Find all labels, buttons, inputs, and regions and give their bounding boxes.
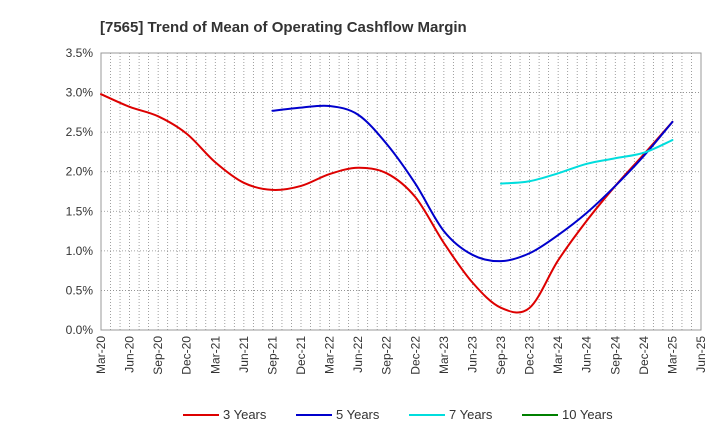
y-tick-label: 1.5%	[66, 204, 94, 218]
chart-title: [7565] Trend of Mean of Operating Cashfl…	[100, 19, 467, 36]
x-tick-label: Mar-21	[208, 336, 222, 374]
legend-label: 10 Years	[562, 407, 613, 422]
legend-label: 7 Years	[449, 407, 493, 422]
x-tick-label: Jun-21	[237, 336, 251, 373]
series-layer	[100, 93, 674, 314]
axis-layer: 0.0% 0.5% 1.0% 1.5% 2.0% 2.5% 3.0% 3.5% Mar-20 Ju…	[66, 46, 708, 375]
x-tick-label: Mar-25	[665, 336, 679, 374]
y-tick-label: 0.0%	[66, 323, 94, 337]
grid-layer	[101, 52, 701, 330]
legend: 3 Years 5 Years 7 Years 10 Years	[183, 407, 613, 422]
y-tick-label: 0.5%	[66, 283, 94, 297]
x-tick-label: Dec-21	[294, 336, 308, 375]
x-tick-label: Sep-24	[608, 336, 622, 375]
y-tick-label: 2.0%	[66, 165, 94, 179]
x-tick-label: Sep-21	[265, 336, 279, 375]
x-tick-label: Sep-23	[494, 336, 508, 375]
series-line-5-years	[271, 104, 674, 263]
y-tick-label: 3.5%	[66, 46, 94, 60]
y-tick-label: 2.5%	[66, 125, 94, 139]
x-tick-label: Mar-24	[551, 336, 565, 374]
x-tick-label: Sep-22	[380, 336, 394, 375]
x-tick-label: Dec-23	[523, 336, 537, 375]
x-tick-label: Dec-24	[637, 336, 651, 375]
x-tick-label: Dec-20	[180, 336, 194, 375]
legend-label: 3 Years	[223, 407, 267, 422]
plot-border	[100, 52, 702, 331]
plot-area	[101, 53, 701, 330]
y-tick-label: 1.0%	[66, 244, 94, 258]
series-line-7-years	[500, 139, 674, 185]
x-tick-label: Mar-22	[323, 336, 337, 374]
x-tick-label: Mar-20	[94, 336, 108, 374]
y-tick-label: 3.0%	[66, 86, 94, 100]
legend-label: 5 Years	[336, 407, 380, 422]
x-tick-label: Jun-22	[351, 336, 365, 373]
x-tick-label: Jun-25	[694, 336, 708, 373]
x-tick-label: Jun-20	[123, 336, 137, 373]
x-tick-label: Jun-23	[465, 336, 479, 373]
x-tick-label: Mar-23	[437, 336, 451, 374]
x-tick-label: Jun-24	[580, 336, 594, 373]
x-tick-label: Dec-22	[408, 336, 422, 375]
series-line-3-years	[100, 93, 674, 314]
x-tick-label: Sep-20	[151, 336, 165, 375]
